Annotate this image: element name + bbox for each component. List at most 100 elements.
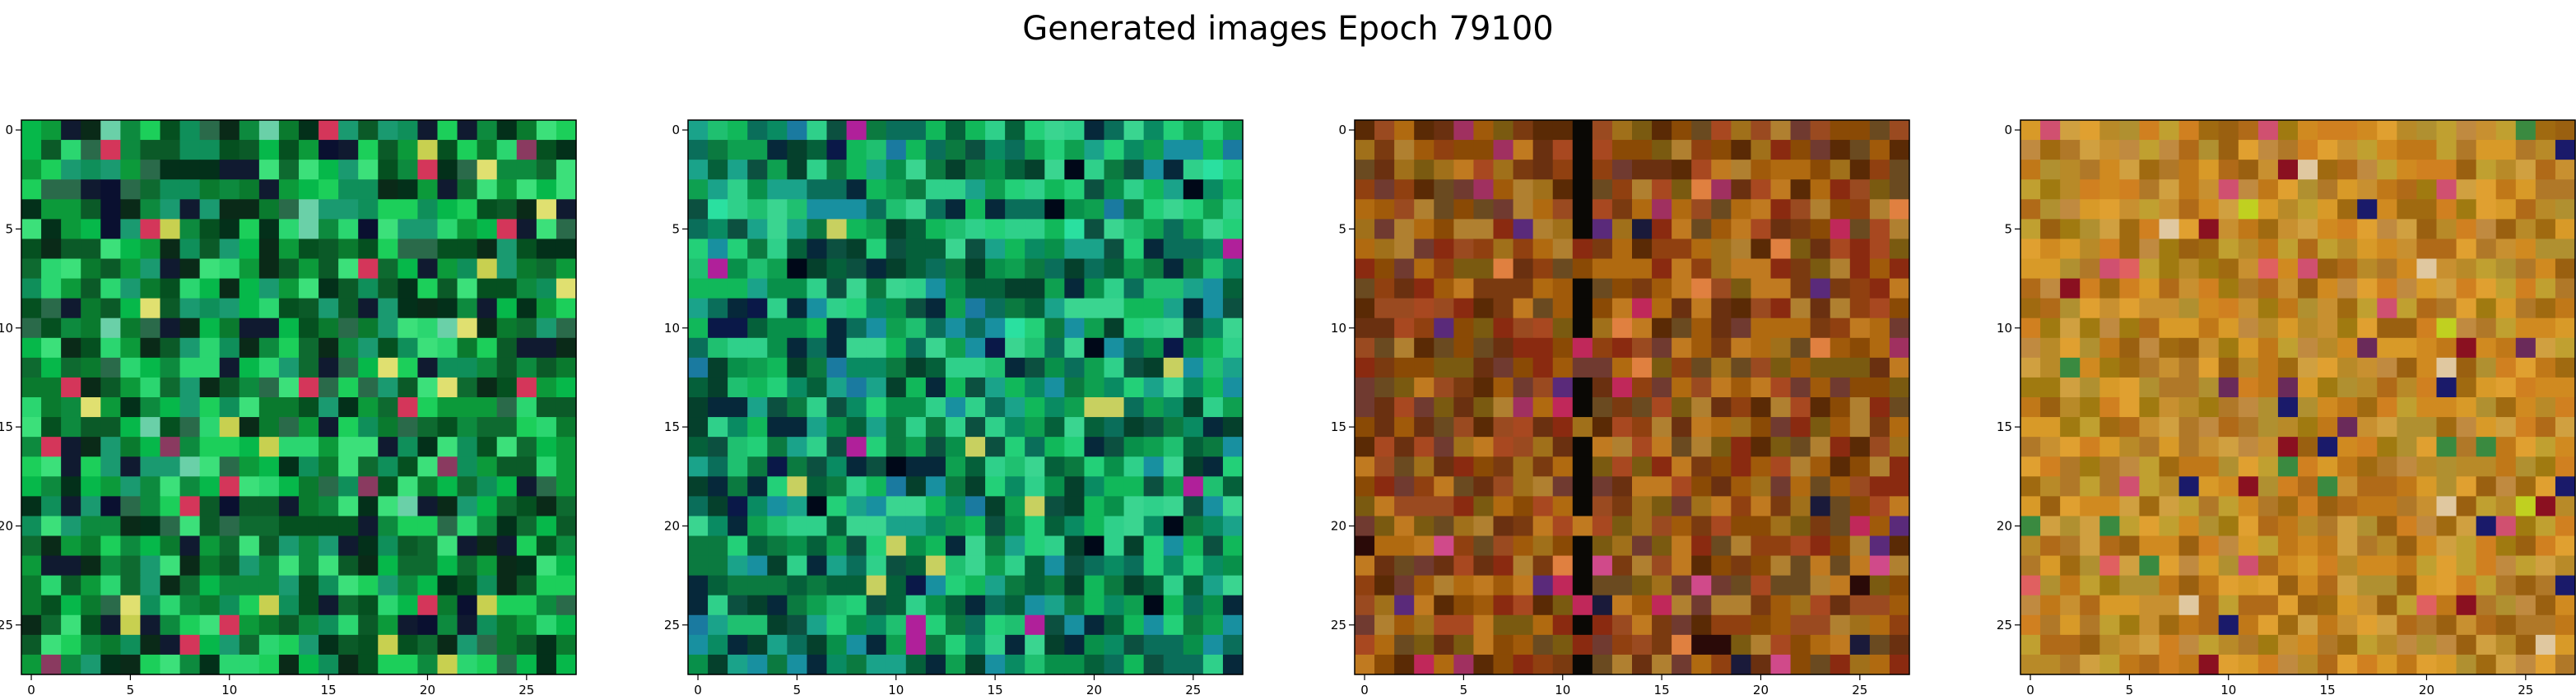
pixel-cell: [2495, 555, 2517, 577]
pixel-cell: [516, 456, 537, 477]
axes-frame: [21, 119, 577, 675]
pixel-cell: [417, 298, 439, 319]
pixel-cell: [767, 437, 788, 457]
pixel-cell: [1123, 120, 1145, 141]
pixel-cell: [2099, 317, 2120, 339]
pixel-cell: [1731, 278, 1752, 299]
pixel-cell: [100, 239, 121, 260]
pixel-cell: [1222, 654, 1244, 675]
x-tick-label: 10: [2220, 683, 2236, 695]
pixel-cell: [1183, 258, 1204, 280]
pixel-cell: [477, 160, 498, 180]
pixel-cell: [1830, 555, 1851, 577]
pixel-cell: [61, 337, 81, 359]
pixel-cell: [2060, 219, 2081, 240]
pixel-cell: [2476, 160, 2497, 180]
pixel-cell: [299, 555, 319, 577]
pixel-cell: [2198, 555, 2220, 577]
pixel-cell: [378, 317, 398, 339]
pixel-cell: [1374, 298, 1395, 319]
pixel-cell: [2020, 140, 2041, 160]
pixel-cell: [747, 239, 768, 260]
pixel-cell: [1751, 239, 1772, 260]
pixel-cell: [1532, 634, 1554, 656]
pixel-cell: [1672, 278, 1692, 299]
pixel-cell: [2238, 476, 2259, 497]
pixel-cell: [437, 595, 458, 616]
pixel-cell: [1611, 160, 1633, 180]
pixel-cell: [2357, 595, 2378, 616]
pixel-cell: [1869, 456, 1890, 477]
pixel-cell: [925, 595, 946, 616]
pixel-cell: [826, 595, 848, 616]
pixel-cell: [846, 575, 867, 596]
pixel-cell: [1473, 199, 1495, 220]
pixel-cell: [1652, 614, 1672, 636]
pixel-cell: [1355, 377, 1375, 398]
pixel-cell: [278, 160, 300, 180]
pixel-cell: [807, 278, 828, 299]
pixel-cell: [81, 456, 101, 477]
pixel-cell: [1355, 258, 1375, 280]
pixel-cell: [2337, 278, 2358, 299]
pixel-cell: [319, 239, 339, 260]
pixel-cell: [826, 357, 848, 378]
pixel-cell: [688, 437, 709, 457]
pixel-cell: [1790, 535, 1811, 557]
pixel-cell: [708, 199, 728, 220]
pixel-cell: [2515, 120, 2536, 141]
pixel-cell: [1434, 575, 1454, 596]
pixel-cell: [2178, 357, 2200, 378]
pixel-cell: [965, 417, 986, 438]
pixel-cell: [2119, 417, 2141, 438]
pixel-cell: [2397, 555, 2418, 577]
pixel-cell: [199, 258, 221, 280]
pixel-cell: [417, 258, 439, 280]
pixel-cell: [1355, 120, 1375, 141]
pixel-cell: [1084, 595, 1105, 616]
pixel-cell: [1143, 120, 1165, 141]
pixel-cell: [457, 614, 478, 636]
pixel-cell: [2178, 476, 2200, 497]
pixel-cell: [1611, 476, 1633, 497]
pixel-cell: [1652, 535, 1672, 557]
pixel-cell: [2436, 417, 2457, 438]
pixel-cell: [358, 337, 379, 359]
pixel-cell: [398, 535, 419, 557]
pixel-cell: [1355, 199, 1375, 220]
pixel-cell: [1064, 140, 1086, 160]
pixel-cell: [1104, 258, 1125, 280]
pixel-cell: [1611, 219, 1633, 240]
pixel-cell: [1810, 317, 1831, 339]
pixel-cell: [2337, 595, 2358, 616]
pixel-cell: [516, 555, 537, 577]
pixel-cell: [2099, 278, 2120, 299]
pixel-cell: [1123, 278, 1145, 299]
pixel-cell: [299, 298, 319, 319]
pixel-cell: [1104, 614, 1125, 636]
pixel-cell: [278, 654, 300, 675]
pixel-cell: [1830, 575, 1851, 596]
pixel-cell: [61, 140, 81, 160]
pixel-cell: [536, 140, 557, 160]
pixel-cell: [358, 496, 379, 517]
pixel-cell: [1374, 476, 1395, 497]
pixel-cell: [1572, 555, 1593, 577]
pixel-cell: [1849, 614, 1871, 636]
pixel-cell: [1711, 140, 1732, 160]
pixel-cell: [1123, 357, 1145, 378]
pixel-cell: [81, 397, 101, 418]
pixel-cell: [2318, 179, 2338, 200]
pixel-cell: [2080, 575, 2100, 596]
pixel-cell: [708, 595, 728, 616]
x-tick-label: 0: [27, 683, 35, 695]
pixel-cell: [1532, 258, 1554, 280]
pixel-cell: [21, 258, 42, 280]
pixel-cell: [1044, 140, 1065, 160]
pixel-cell: [905, 160, 927, 180]
pixel-cell: [826, 278, 848, 299]
pixel-cell: [2377, 575, 2397, 596]
pixel-cell: [1355, 555, 1375, 577]
pixel-cell: [1434, 278, 1454, 299]
pixel-cell: [100, 496, 121, 517]
